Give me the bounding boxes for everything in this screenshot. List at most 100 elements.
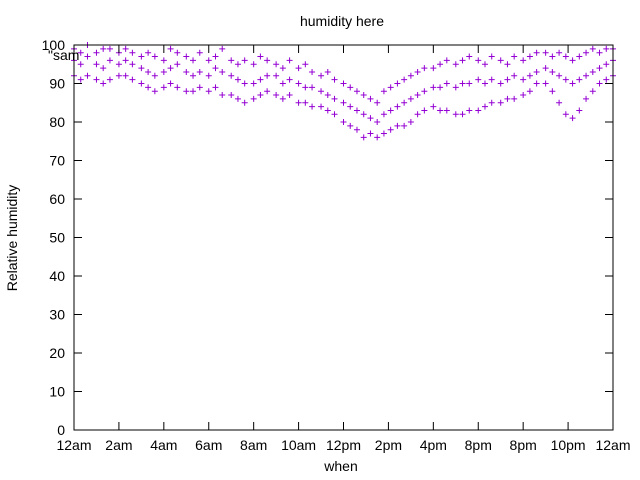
data-point <box>443 80 450 87</box>
data-point <box>533 49 540 56</box>
x-tick-label: 6am <box>195 437 222 453</box>
data-point <box>542 49 549 56</box>
data-point <box>394 80 401 87</box>
data-point <box>497 99 504 106</box>
data-point <box>286 76 293 83</box>
data-point <box>459 80 466 87</box>
data-point <box>347 84 354 91</box>
data-point <box>212 65 219 72</box>
data-point <box>228 57 235 64</box>
data-point <box>589 88 596 95</box>
data-point <box>387 84 394 91</box>
data-point <box>324 68 331 75</box>
data-point <box>228 72 235 79</box>
data-point <box>174 49 181 56</box>
y-tick-label: 100 <box>42 37 66 53</box>
y-tick-label: 20 <box>49 345 65 361</box>
data-point <box>367 95 374 102</box>
x-tick-label: 12am <box>595 437 630 453</box>
data-point <box>504 61 511 68</box>
data-point <box>475 57 482 64</box>
data-point <box>556 49 563 56</box>
data-point <box>84 53 91 60</box>
data-point <box>250 80 257 87</box>
data-point <box>151 88 158 95</box>
data-point <box>394 103 401 110</box>
data-point <box>234 76 241 83</box>
data-point <box>374 99 381 106</box>
data-point <box>488 99 495 106</box>
data-point <box>183 68 190 75</box>
data-point <box>295 99 302 106</box>
data-point <box>331 111 338 118</box>
data-point <box>353 107 360 114</box>
data-point <box>257 76 264 83</box>
data-point <box>160 68 167 75</box>
x-tick-label: 8am <box>240 437 267 453</box>
data-point <box>459 57 466 64</box>
data-point <box>286 57 293 64</box>
data-point <box>407 95 414 102</box>
data-point <box>504 95 511 102</box>
data-point <box>77 49 84 56</box>
data-point <box>138 80 145 87</box>
data-point <box>122 57 129 64</box>
x-tick-label: 8pm <box>510 437 537 453</box>
data-point <box>93 61 100 68</box>
data-point <box>401 122 408 129</box>
data-point <box>526 53 533 60</box>
data-point <box>452 61 459 68</box>
x-tick-label: 2am <box>105 437 132 453</box>
data-point <box>309 84 316 91</box>
data-point <box>360 92 367 99</box>
data-point <box>549 88 556 95</box>
data-point <box>542 80 549 87</box>
data-point <box>421 88 428 95</box>
y-axis: 0 10 20 30 40 50 60 70 80 90 100 <box>42 37 613 438</box>
data-point <box>122 45 129 52</box>
data-point <box>145 84 152 91</box>
data-point <box>273 92 280 99</box>
data-point <box>100 80 107 87</box>
data-point <box>533 68 540 75</box>
data-point <box>167 80 174 87</box>
data-point <box>452 111 459 118</box>
data-point <box>212 53 219 60</box>
data-point <box>603 61 610 68</box>
data-point <box>309 103 316 110</box>
data-point <box>318 88 325 95</box>
data-point <box>331 76 338 83</box>
data-point <box>273 72 280 79</box>
data-point <box>93 49 100 56</box>
x-axis-label: when <box>323 458 357 474</box>
data-point <box>488 53 495 60</box>
data-point <box>106 57 113 64</box>
x-tick-label: 4pm <box>420 437 447 453</box>
data-point <box>115 72 122 79</box>
data-point <box>562 111 569 118</box>
data-point <box>569 57 576 64</box>
data-point <box>115 61 122 68</box>
data-point <box>196 49 203 56</box>
data-point <box>324 107 331 114</box>
data-point <box>77 61 84 68</box>
data-point <box>542 65 549 72</box>
data-point <box>421 107 428 114</box>
data-point <box>380 130 387 137</box>
data-point <box>353 88 360 95</box>
data-point <box>421 65 428 72</box>
data-point <box>205 72 212 79</box>
data-point <box>576 107 583 114</box>
data-point <box>228 92 235 99</box>
data-point <box>569 80 576 87</box>
data-point <box>526 72 533 79</box>
data-point <box>205 57 212 64</box>
data-point <box>562 53 569 60</box>
data-point <box>160 57 167 64</box>
data-point <box>145 68 152 75</box>
data-point <box>174 84 181 91</box>
data-point <box>340 80 347 87</box>
data-point <box>347 122 354 129</box>
data-point <box>309 68 316 75</box>
data-point <box>520 92 527 99</box>
